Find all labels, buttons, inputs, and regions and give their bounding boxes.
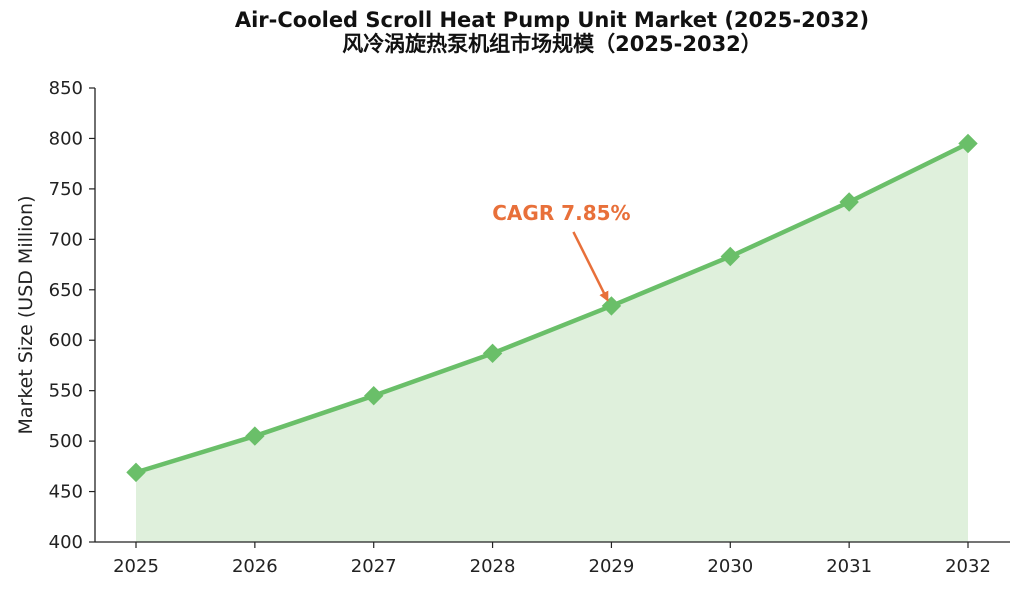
annotation-layer: CAGR 7.85% (492, 201, 631, 302)
y-tick-label: 600 (49, 330, 83, 351)
chart-title: Air-Cooled Scroll Heat Pump Unit Market … (0, 8, 1024, 56)
x-tick-label: 2030 (707, 556, 753, 577)
y-tick-label: 500 (49, 431, 83, 452)
series-line (133, 141, 971, 475)
data-point-marker (720, 246, 740, 267)
x-tick-label: 2027 (351, 556, 397, 577)
x-tick-label: 2031 (826, 556, 872, 577)
y-tick-label: 400 (49, 532, 83, 553)
y-tick-label: 850 (49, 78, 83, 99)
y-tick-label: 550 (49, 381, 83, 402)
data-point-marker (958, 133, 978, 154)
data-point-marker (245, 426, 265, 446)
y-tick-label: 800 (49, 128, 83, 149)
annotation-arrow (572, 231, 609, 302)
x-tick-label: 2028 (470, 556, 516, 577)
title-line: Air-Cooled Scroll Heat Pump Unit Market … (234, 8, 870, 32)
y-tick-label: 450 (49, 482, 83, 503)
y-tick-label: 750 (49, 179, 83, 200)
y-tick-label: 650 (49, 280, 83, 301)
y-axis-label: Market Size (USD Million) (15, 195, 37, 434)
data-point-marker (839, 192, 859, 212)
x-tick-label: 2029 (589, 556, 635, 577)
subtitle-line: 风冷涡旋热泵机组市场规模（2025-2032） (342, 32, 762, 56)
data-point-marker (126, 462, 146, 483)
axes: 400 450 500 550 600 650 700 750 800 850 2025 2026 20… (49, 78, 1010, 577)
series-layer (126, 133, 978, 483)
x-tick-label: 2025 (113, 556, 159, 577)
y-tick-label: 700 (49, 229, 83, 250)
x-tick-label: 2026 (232, 556, 278, 577)
cagr-annotation: CAGR 7.85% (492, 201, 630, 225)
data-point-marker (364, 386, 384, 406)
x-tick-label: 2032 (945, 556, 991, 577)
data-point-marker (482, 343, 503, 364)
